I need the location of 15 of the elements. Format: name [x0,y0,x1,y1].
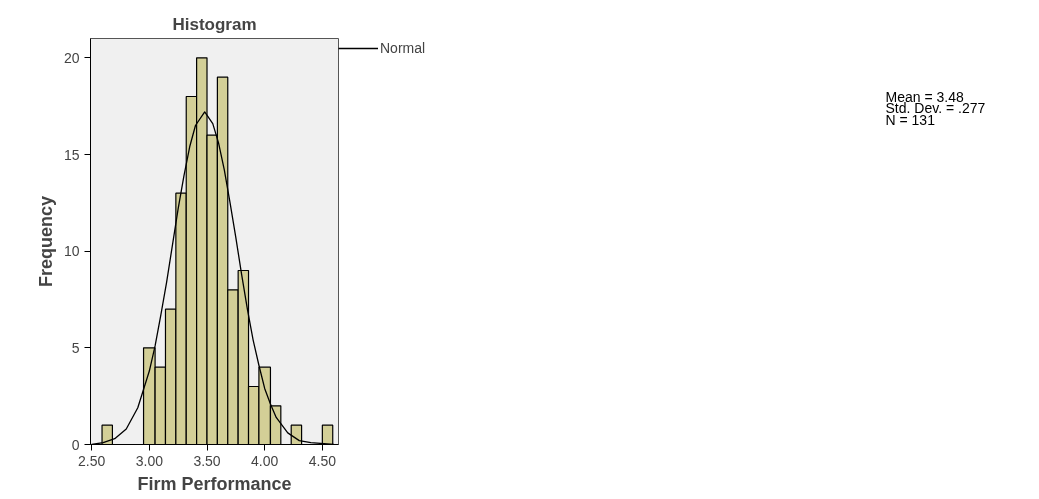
x-tick-label: 3.50 [193,452,221,469]
y-tick-label: 15 [63,146,80,163]
text: Mean = 3.48 [885,88,964,105]
x-tick-label: 4.00 [251,452,279,469]
y-axis-title: Frequency [35,195,56,288]
legend-label: Normal [380,40,426,56]
chart-title: Histogram [172,14,257,34]
y-tick-label: 10 [63,243,80,260]
x-tick-label: 3.00 [135,452,164,469]
y-tick-label: 5 [71,339,80,356]
y-tick-label: 20 [63,49,80,66]
x-tick-label: 2.50 [78,452,106,469]
x-axis-title: Firm Performance [137,473,292,494]
x-tick-label: 4.50 [308,452,337,469]
y-tick-label: 0 [71,436,80,453]
